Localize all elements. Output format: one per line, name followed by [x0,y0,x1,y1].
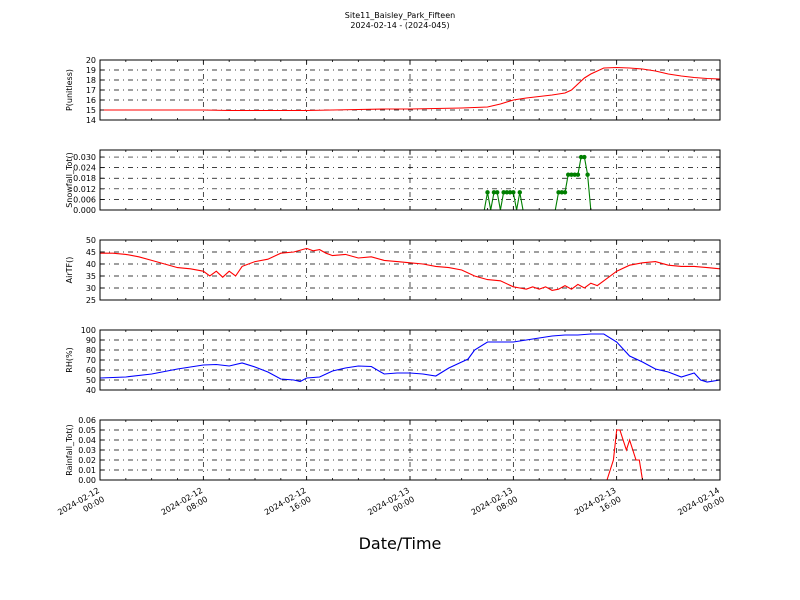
data-point [494,190,500,195]
y-tick-label: 70 [86,356,96,365]
y-axis-label-1: P(unitless) [65,69,74,111]
y-tick-label: 20 [86,56,96,65]
x-tick-label: 2024-02-1216:00 [263,486,313,526]
y-tick-label: 45 [86,248,96,257]
y-tick-label: 40 [86,260,96,269]
data-point [507,190,513,195]
chart-subtitle: 2024-02-14 - (2024-045) [350,21,450,30]
y-tick-label: 16 [86,96,96,105]
y-tick-label: 15 [86,106,96,115]
x-tick-label: 2024-02-1316:00 [573,486,623,526]
y-tick-label: 0.024 [73,164,96,173]
data-point [575,172,581,177]
y-tick-label: 25 [86,296,96,305]
data-point [501,190,506,195]
y-tick-label: 50 [86,376,96,385]
data-point [559,190,564,195]
data-point [578,154,584,160]
y-tick-label: 0.018 [73,174,96,183]
data-point [491,190,497,195]
y-tick-label: 35 [86,272,96,281]
x-axis-label: Date/Time [358,534,442,553]
y-tick-label: 0.03 [78,446,96,455]
y-tick-label: 19 [86,66,96,75]
data-point [582,154,587,160]
y-tick-label: 100 [81,326,96,335]
y-axis-label-4: RH(%) [65,347,74,372]
y-axis-label-2: Snowfall_Tot() [65,152,74,208]
y-tick-label: 14 [86,116,96,125]
x-tick-label: 2024-02-1208:00 [160,486,210,526]
y-tick-label: 90 [86,336,96,345]
series-line-3 [100,247,721,291]
data-point [572,172,577,177]
data-point [485,190,490,195]
data-point [511,190,516,195]
y-tick-label: 17 [86,86,96,95]
y-tick-label: 50 [86,236,96,245]
y-tick-label: 18 [86,76,96,85]
y-tick-label: 60 [86,366,96,375]
y-tick-label: 0.06 [78,416,96,425]
y-tick-label: 0.00 [78,476,96,485]
y-tick-label: 30 [86,284,96,293]
y-tick-label: 0.030 [73,153,96,162]
data-point [517,190,522,195]
y-tick-label: 80 [86,346,96,355]
y-tick-label: 0.01 [78,466,96,475]
y-tick-label: 0.02 [78,456,96,465]
data-point [566,172,571,177]
y-tick-label: 0.05 [78,426,96,435]
y-axis-label-3: AirTF() [65,257,74,284]
x-tick-label: 2024-02-1200:00 [56,486,106,526]
data-point [556,190,561,195]
series-line-5 [100,429,720,481]
data-point [504,190,510,195]
y-tick-label: 40 [86,386,96,395]
y-axis-label-5: Rainfall_Tot() [65,424,74,476]
data-point [569,172,574,177]
series-line-4 [99,333,721,383]
x-tick-label: 2024-02-1400:00 [676,486,726,526]
data-point [562,190,568,195]
x-tick-label: 2024-02-1300:00 [366,486,416,526]
data-point [585,172,590,177]
y-tick-label: 0.012 [73,185,96,194]
y-tick-label: 0.006 [73,195,96,204]
chart-title: Site11_Baisley_Park_Fifteen [344,11,456,20]
y-tick-label: 0.04 [78,436,96,445]
y-tick-label: 0.000 [73,206,96,215]
x-tick-label: 2024-02-1308:00 [470,486,520,526]
series-line-1 [100,66,721,112]
